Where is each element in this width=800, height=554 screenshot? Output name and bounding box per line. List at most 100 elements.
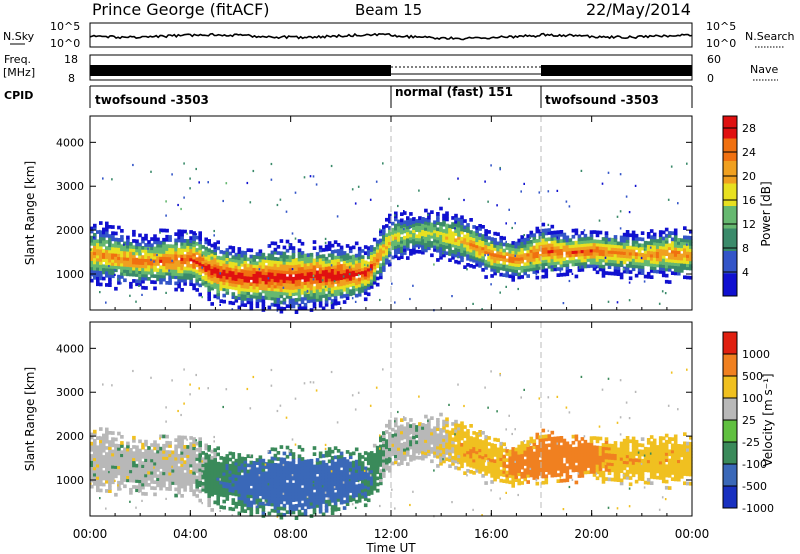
power-cell — [288, 276, 293, 281]
power-cell — [649, 235, 654, 239]
power-cell — [601, 249, 606, 254]
power-cell — [93, 245, 97, 249]
velocity-cell — [336, 482, 341, 487]
power-cell — [375, 255, 380, 259]
velocity-cell — [315, 479, 320, 484]
power-cell — [162, 259, 166, 264]
power-cell — [117, 262, 121, 267]
velocity-cell — [219, 468, 223, 473]
power-cell — [532, 257, 537, 262]
power-cell — [93, 276, 97, 280]
velocity-cell — [309, 477, 314, 481]
velocity-cell — [195, 466, 199, 471]
power-cell — [523, 271, 527, 276]
power-cell — [661, 245, 666, 250]
power-cell — [535, 257, 540, 262]
velocity-cell — [114, 474, 118, 479]
velocity-cell — [342, 493, 347, 498]
velocity-cell — [451, 428, 455, 432]
power-cell — [201, 269, 205, 274]
velocity-cell — [138, 464, 142, 468]
velocity-cell — [225, 494, 230, 498]
power-scatter-cell — [270, 178, 273, 181]
velocity-cell — [93, 432, 97, 437]
power-cell — [556, 230, 561, 234]
power-cell — [418, 237, 422, 242]
power-cell — [189, 282, 193, 286]
velocity-cell — [225, 497, 230, 501]
power-cell — [312, 274, 317, 278]
power-cell — [192, 283, 196, 288]
velocity-scatter-cell — [270, 384, 273, 387]
power-cell — [547, 262, 552, 266]
power-cell — [613, 272, 618, 276]
velocity-scatter-cell — [249, 454, 252, 457]
power-cell — [538, 253, 543, 258]
velocity-cell — [366, 479, 371, 484]
power-cell — [117, 259, 121, 264]
power-cell — [363, 266, 368, 271]
velocity-cell — [120, 462, 124, 467]
power-cell — [508, 265, 512, 269]
power-cell — [496, 250, 500, 255]
power-scatter-cell — [114, 273, 116, 276]
power-cell — [117, 241, 121, 245]
power-cell — [379, 238, 383, 243]
power-cell — [634, 240, 639, 244]
power-cell — [312, 295, 317, 300]
power-cell — [327, 244, 332, 248]
velocity-cell — [279, 494, 284, 498]
velocity-cell — [126, 469, 130, 473]
velocity-cell — [324, 466, 329, 470]
velocity-cell — [219, 477, 223, 482]
velocity-cell — [457, 442, 461, 446]
power-scatter-cell — [153, 260, 155, 263]
power-cell — [686, 275, 690, 280]
power-cell — [147, 261, 151, 266]
power-cell — [330, 293, 335, 297]
power-cell — [318, 248, 323, 253]
velocity-scatter-cell — [99, 497, 101, 500]
velocity-cell — [321, 494, 326, 498]
velocity-cell — [108, 452, 112, 457]
power-cell — [541, 247, 546, 251]
velocity-cell — [442, 456, 446, 461]
power-cell — [318, 285, 323, 290]
power-cell — [439, 249, 443, 254]
velocity-cell — [267, 471, 272, 476]
power-cell — [634, 243, 639, 247]
power-cell — [321, 288, 326, 292]
velocity-cell — [150, 486, 154, 490]
power-scatter-cell — [111, 178, 113, 181]
power-cell — [658, 248, 663, 253]
power-cell — [475, 229, 479, 233]
velocity-cell — [234, 458, 239, 463]
power-cell — [108, 249, 112, 254]
velocity-cell — [369, 484, 374, 489]
power-cell — [255, 286, 260, 290]
velocity-cell — [240, 505, 245, 510]
power-cell — [252, 279, 257, 284]
power-cell — [204, 249, 208, 254]
power-cell — [520, 253, 524, 258]
power-cell — [264, 256, 269, 260]
power-cell — [345, 290, 350, 294]
power-cell — [258, 280, 263, 284]
power-cell — [246, 291, 251, 295]
power-cell — [198, 271, 202, 275]
velocity-cell — [342, 506, 347, 510]
velocity-cell — [231, 498, 236, 502]
power-scatter-cell — [312, 278, 315, 281]
power-scatter-cell — [421, 236, 423, 239]
power-cell — [652, 257, 657, 261]
power-scatter-cell — [619, 210, 622, 213]
power-cell — [135, 264, 139, 268]
velocity-cell — [360, 482, 365, 487]
power-cell — [225, 272, 230, 277]
power-scatter-cell — [547, 190, 550, 193]
power-ytick-label: 1000 — [56, 268, 84, 281]
velocity-cell — [336, 458, 341, 462]
power-cell — [324, 284, 329, 289]
power-cell — [517, 238, 521, 243]
power-cell — [219, 277, 223, 282]
